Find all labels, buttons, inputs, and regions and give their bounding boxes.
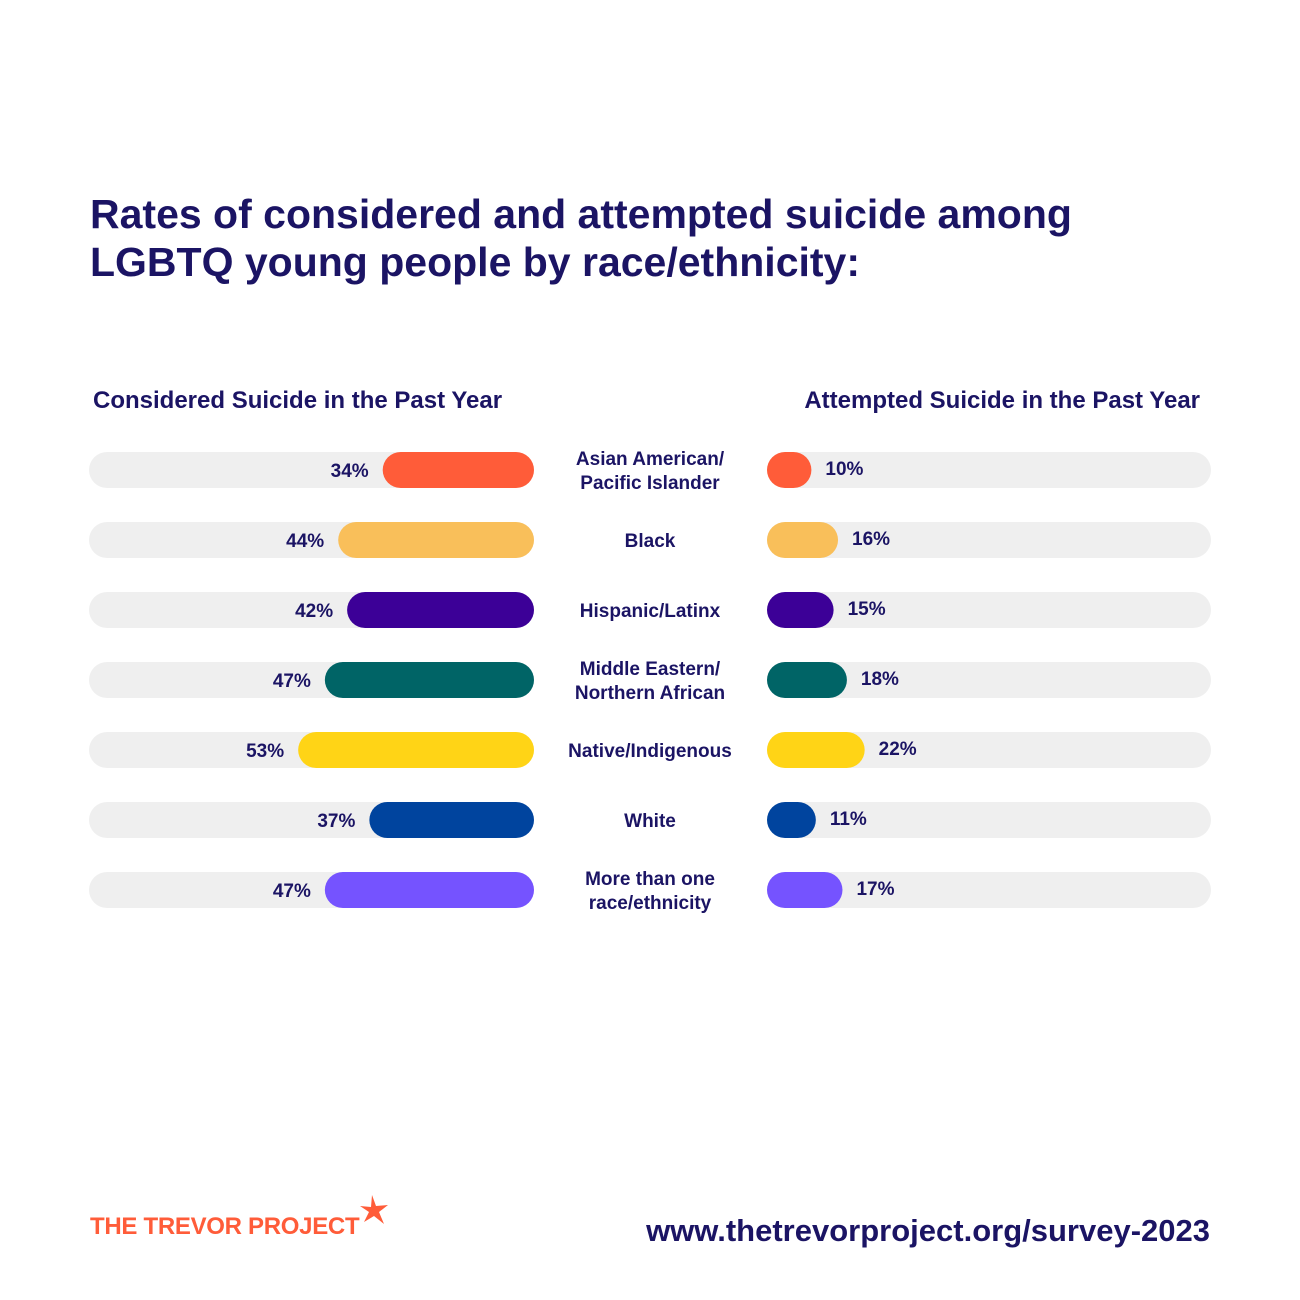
considered-value-label: 44% [286, 531, 324, 552]
attempted-track [767, 802, 1211, 838]
considered-bar-native-indigenous [298, 732, 534, 768]
category-label-black: Black [625, 531, 676, 552]
attempted-column-header: Attempted Suicide in the Past Year [804, 387, 1200, 414]
considered-bar-middle-eastern-northern-african [324, 662, 534, 698]
attempted-value-label: 22% [879, 739, 917, 760]
considered-value-label: 47% [273, 671, 311, 692]
considered-bar-asian-american-pacific-islander [382, 452, 534, 488]
attempted-track [767, 522, 1211, 558]
considered-bar-hispanic-latinx [347, 592, 534, 628]
attempted-track [767, 592, 1211, 628]
attempted-value-label: 17% [856, 879, 894, 900]
considered-value-label: 37% [317, 811, 355, 832]
category-label-more-than-one-race-ethnicity: More than one race/ethnicity [585, 869, 715, 914]
category-label-middle-eastern-northern-african: Middle Eastern/Northern African [575, 659, 725, 704]
attempted-bar-middle-eastern-northern-african [767, 662, 847, 698]
attempted-value-label: 18% [861, 669, 899, 690]
considered-value-label: 42% [295, 601, 333, 622]
category-label-asian-american-pacific-islander: Asian American/Pacific Islander [576, 449, 725, 494]
considered-column-header: Considered Suicide in the Past Year [93, 387, 503, 414]
attempted-value-label: 16% [852, 529, 890, 550]
considered-bar-black [338, 522, 534, 558]
considered-value-label: 34% [331, 461, 369, 482]
attempted-bar-black [767, 522, 839, 558]
considered-value-label: 47% [273, 881, 311, 902]
star-icon [360, 1195, 388, 1224]
attempted-bar-white [767, 802, 816, 838]
considered-bar-white [369, 802, 534, 838]
logo-wordmark: THE TREVOR PROJECT [90, 1213, 360, 1240]
attempted-bar-more-than-one-race-ethnicity [767, 872, 843, 908]
attempted-track [767, 732, 1211, 768]
attempted-value-label: 11% [830, 809, 867, 830]
trevor-project-logo[interactable]: THE TREVOR PROJECT [90, 1195, 400, 1250]
attempted-bar-asian-american-pacific-islander [767, 452, 812, 488]
attempted-track [767, 662, 1211, 698]
survey-url-link[interactable]: www.thetrevorproject.org/survey-2023 [646, 1213, 1210, 1248]
attempted-bar-native-indigenous [767, 732, 865, 768]
chart-title: Rates of considered and attempted suicid… [90, 191, 1072, 285]
category-label-hispanic-latinx: Hispanic/Latinx [580, 601, 721, 622]
attempted-track [767, 872, 1211, 908]
attempted-track [767, 452, 1211, 488]
category-label-native-indigenous: Native/Indigenous [568, 741, 732, 762]
considered-bar-more-than-one-race-ethnicity [324, 872, 534, 908]
attempted-value-label: 10% [825, 459, 863, 480]
attempted-value-label: 15% [848, 599, 886, 620]
attempted-bar-hispanic-latinx [767, 592, 834, 628]
category-label-white: White [624, 811, 676, 832]
considered-value-label: 53% [246, 741, 284, 762]
